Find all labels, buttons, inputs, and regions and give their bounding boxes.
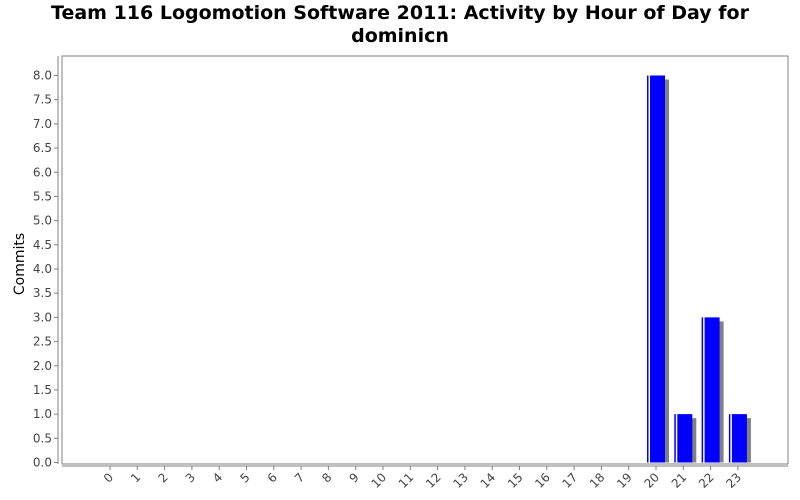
- x-axis-ticks: 0 1 2 3 4 5 6 7 8 9 10 11 12 13 14 15 16 17 18 19 20 21 22 23: [101, 466, 744, 491]
- x-tick-label: 16: [532, 470, 553, 491]
- y-tick-label: 2.5: [33, 335, 52, 349]
- bar-highlight: [675, 414, 678, 463]
- x-tick-label: 18: [587, 470, 608, 491]
- x-tick-label: 21: [669, 470, 690, 491]
- y-tick-label: 7.0: [33, 117, 52, 131]
- bar-hour-22: [701, 317, 720, 463]
- x-tick-label: 4: [210, 470, 225, 485]
- y-tick-label: 7.5: [33, 93, 52, 107]
- x-tick-label: 20: [641, 470, 662, 491]
- x-tick-label: 10: [368, 470, 389, 491]
- y-tick-label: 3.0: [33, 310, 52, 324]
- chart-title: Team 116 Logomotion Software 2011: Activ…: [51, 2, 749, 47]
- y-tick-label: 4.0: [33, 262, 52, 276]
- y-axis-label: Commits: [12, 233, 28, 295]
- bar-highlight: [648, 75, 650, 463]
- x-tick-label: 13: [450, 470, 471, 491]
- x-tick-label: 8: [319, 470, 334, 485]
- y-tick-label: 2.0: [33, 359, 52, 373]
- y-tick-label: 6.0: [33, 165, 52, 179]
- bar-hour-21: [674, 414, 693, 463]
- bar-series: [647, 75, 751, 463]
- x-tick-label: 17: [560, 470, 581, 491]
- x-tick-label: 2: [155, 470, 170, 485]
- x-tick-label: 3: [183, 470, 198, 485]
- x-tick-label: 14: [478, 470, 499, 491]
- x-tick-label: 0: [101, 470, 116, 485]
- plot-area: [61, 55, 789, 465]
- x-tick-label: 11: [396, 470, 417, 491]
- y-tick-label: 8.0: [33, 69, 52, 83]
- x-tick-label: 7: [292, 470, 307, 485]
- bar-hour-23: [728, 414, 747, 463]
- x-tick-label: 9: [347, 470, 362, 485]
- y-tick-label: 1.5: [33, 383, 52, 397]
- x-tick-label: 12: [423, 470, 444, 491]
- y-tick-label: 0.5: [33, 431, 52, 445]
- x-tick-label: 19: [614, 470, 635, 491]
- y-tick-label: 1.0: [33, 407, 52, 421]
- x-tick-label: 5: [237, 470, 252, 485]
- y-tick-label: 4.5: [33, 238, 52, 252]
- y-axis-ticks: 0.0 0.5 1.0 1.5 2.0 2.5 3.0 3.5 4.0 4.5 5.0 5.5 6.0 6…: [33, 69, 58, 470]
- bar-highlight: [703, 317, 705, 463]
- x-tick-label: 15: [505, 470, 526, 491]
- y-tick-label: 5.0: [33, 214, 52, 228]
- bar-hour-20: [647, 75, 665, 463]
- y-tick-label: 5.5: [33, 189, 52, 203]
- x-tick-label: 6: [265, 470, 280, 485]
- y-tick-label: 0.0: [33, 456, 52, 470]
- y-tick-label: 6.5: [33, 141, 52, 155]
- x-tick-label: 1: [128, 470, 143, 485]
- x-tick-label: 22: [696, 470, 717, 491]
- bar-highlight: [730, 414, 732, 463]
- x-tick-label: 23: [723, 470, 744, 491]
- y-tick-label: 3.5: [33, 286, 52, 300]
